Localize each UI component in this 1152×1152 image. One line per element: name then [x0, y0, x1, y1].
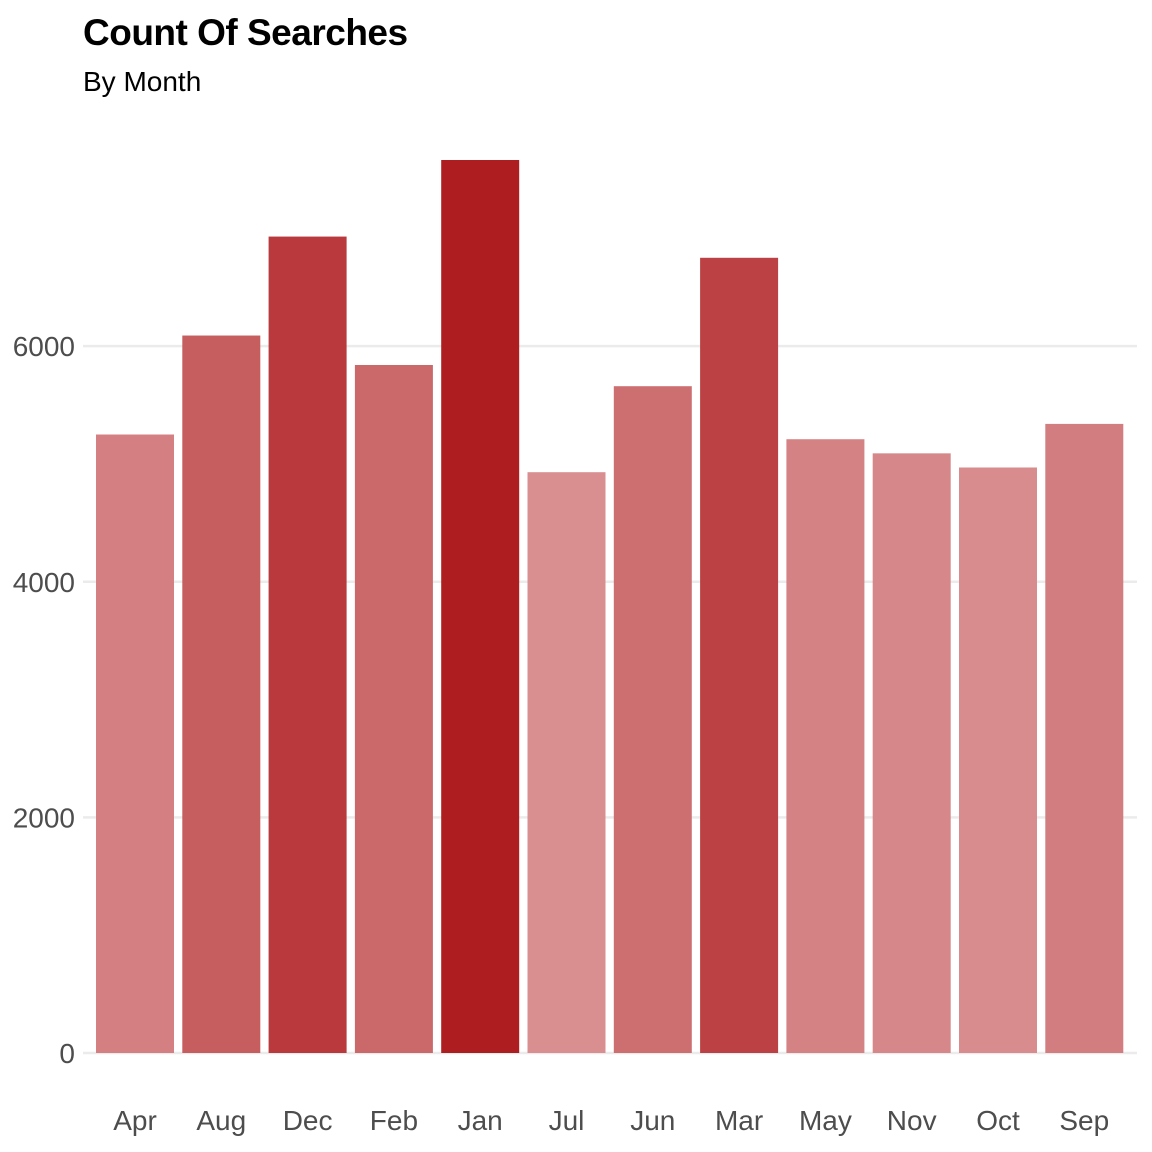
chart-subtitle: By Month	[83, 66, 202, 97]
bar-feb	[354, 364, 433, 1053]
bar-mar	[700, 257, 779, 1053]
bar-may	[786, 439, 865, 1054]
y-tick-label: 4000	[13, 567, 75, 598]
x-tick-label: May	[799, 1105, 852, 1136]
x-tick-label: Mar	[715, 1105, 763, 1136]
y-tick-label: 6000	[13, 331, 75, 362]
y-axis-ticks: 0 2000 4000 6000	[13, 331, 75, 1069]
bar-jul	[527, 472, 606, 1054]
bar-aug	[182, 335, 261, 1053]
y-tick-label: 2000	[13, 802, 75, 833]
bar-sep	[1045, 423, 1124, 1053]
bar-nov	[872, 453, 951, 1054]
bar-apr	[96, 434, 174, 1053]
x-tick-label: Nov	[887, 1105, 937, 1136]
x-tick-label: Aug	[196, 1105, 246, 1136]
x-tick-label: Apr	[113, 1105, 157, 1136]
chart-title: Count Of Searches	[83, 12, 408, 53]
x-axis-ticks: Apr Aug Dec Feb Jan Jul Jun Mar May Nov Oct Sep	[113, 1105, 1109, 1136]
x-tick-label: Dec	[283, 1105, 333, 1136]
bar-dec	[268, 236, 347, 1053]
x-tick-label: Jul	[549, 1105, 585, 1136]
x-tick-label: Sep	[1059, 1105, 1109, 1136]
bar-jun	[613, 386, 692, 1053]
bar-oct	[959, 467, 1037, 1054]
x-tick-label: Jun	[630, 1105, 675, 1136]
x-tick-label: Feb	[370, 1105, 418, 1136]
bars	[96, 160, 1124, 1054]
x-tick-label: Jan	[458, 1105, 503, 1136]
x-tick-label: Oct	[976, 1105, 1020, 1136]
bar-jan	[441, 160, 520, 1053]
y-tick-label: 0	[59, 1038, 75, 1069]
